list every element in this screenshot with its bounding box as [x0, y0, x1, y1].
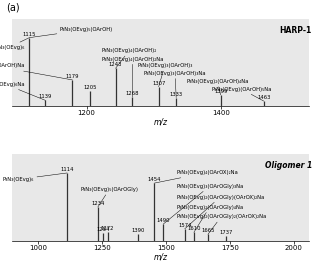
- Text: 1179: 1179: [66, 74, 79, 79]
- Text: P₃N₃(OEvg)₃(OArOH)₃: P₃N₃(OEvg)₃(OArOH)₃: [137, 63, 193, 87]
- Text: P₃N₃(OEvg)₃(OArOGly)₃Na: P₃N₃(OEvg)₃(OArOGly)₃Na: [163, 184, 243, 224]
- Text: P₃N₃(OEvg)₂(OArOH)₄Na: P₃N₃(OEvg)₂(OArOH)₄Na: [186, 79, 249, 95]
- Text: P₃N₃(OEvg)₅(OArOGly): P₃N₃(OEvg)₅(OArOGly): [80, 187, 138, 207]
- Text: P₃N₃(OEvg)₂(OArOGly)₄Na: P₃N₃(OEvg)₂(OArOGly)₄Na: [176, 205, 243, 232]
- Text: P₃N₃(OEvg)₄(OArOH)₂: P₃N₃(OEvg)₄(OArOH)₂: [101, 48, 157, 68]
- Text: P₃N₃(OEvg)₅(OArOH): P₃N₃(OEvg)₅(OArOH): [29, 27, 113, 38]
- Text: P₃N₃(OEvg)₃(OArOH)₃Na: P₃N₃(OEvg)₃(OArOH)₃Na: [144, 71, 206, 98]
- Text: 1139: 1139: [39, 94, 52, 99]
- Text: P₃N₃(OEvg)₂(OArOGly)(OArOX)₂Na: P₃N₃(OEvg)₂(OArOGly)(OArOX)₂Na: [176, 195, 264, 229]
- Text: P₃N₃(OEvg)(OArOH)₅Na: P₃N₃(OEvg)(OArOH)₅Na: [211, 86, 271, 101]
- Text: 1272: 1272: [101, 226, 114, 231]
- Text: 1390: 1390: [131, 228, 144, 233]
- Text: P₃N₃(OEvg)₄(OArOX)₂Na: P₃N₃(OEvg)₄(OArOX)₂Na: [154, 170, 238, 183]
- Text: 1205: 1205: [83, 85, 97, 90]
- Text: 1454: 1454: [147, 177, 161, 182]
- X-axis label: m/z: m/z: [154, 253, 168, 262]
- Text: 1333: 1333: [170, 92, 183, 97]
- Text: 1114: 1114: [61, 167, 74, 172]
- Text: P₃N₃(OEvg)₆: P₃N₃(OEvg)₆: [0, 38, 29, 50]
- Text: 1268: 1268: [126, 91, 139, 96]
- Text: P₃N₃(OEvg)₄(OArOH)₂Na: P₃N₃(OEvg)₄(OArOH)₂Na: [101, 56, 164, 97]
- Text: 1399: 1399: [214, 89, 227, 94]
- Text: 1574: 1574: [178, 223, 192, 228]
- Text: 1307: 1307: [152, 81, 165, 86]
- Text: 1243: 1243: [109, 62, 122, 67]
- Text: 1463: 1463: [257, 95, 271, 100]
- Text: P₃N₃(OEvg)₆Na: P₃N₃(OEvg)₆Na: [0, 82, 46, 100]
- Text: P₃N₃(OEvg)₂(OArOGly)₂(OArOX)₂Na: P₃N₃(OEvg)₂(OArOGly)₂(OArOX)₂Na: [176, 214, 266, 234]
- Text: 1115: 1115: [22, 32, 36, 37]
- Text: 1234: 1234: [91, 201, 105, 206]
- Text: P₃N₃(OEvg)₆: P₃N₃(OEvg)₆: [3, 173, 67, 182]
- Text: 1610: 1610: [187, 226, 201, 231]
- Text: P₃N₃(OEvg)₅(OArOH)Na: P₃N₃(OEvg)₅(OArOH)Na: [0, 63, 72, 80]
- Text: HARP-1: HARP-1: [280, 25, 312, 34]
- Text: 1254: 1254: [96, 227, 110, 232]
- X-axis label: m/z: m/z: [154, 117, 168, 126]
- Text: 1490: 1490: [157, 218, 170, 223]
- Text: (a): (a): [7, 3, 20, 13]
- Text: 1665: 1665: [201, 228, 215, 233]
- Text: Oligomer 1: Oligomer 1: [265, 161, 312, 170]
- Text: 1737: 1737: [220, 230, 233, 235]
